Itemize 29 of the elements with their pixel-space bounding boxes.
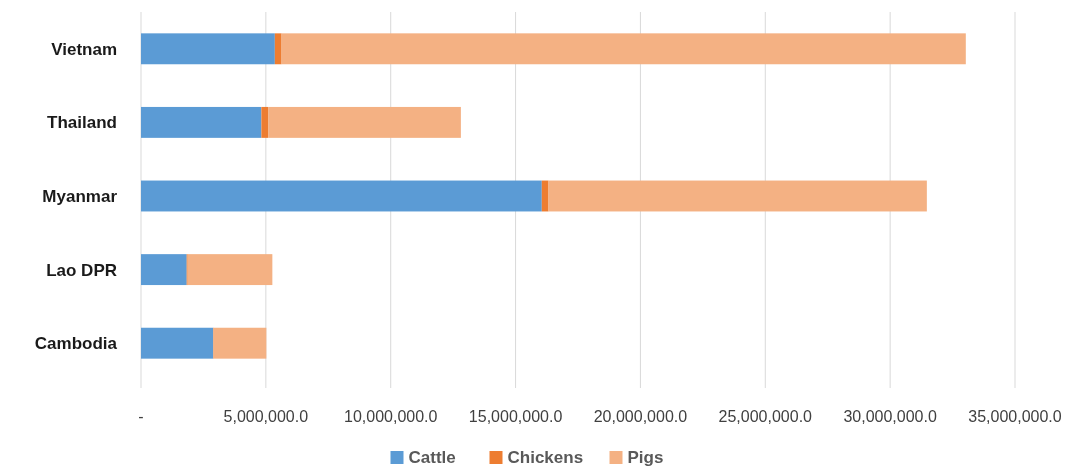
x-tick-label: - xyxy=(138,408,144,425)
bar xyxy=(187,254,273,286)
bar xyxy=(261,106,269,138)
legend-label: Chickens xyxy=(507,448,584,467)
bar xyxy=(141,180,542,212)
bar xyxy=(141,327,214,359)
x-tick-label: 30,000,000.0 xyxy=(843,408,937,425)
bar xyxy=(541,180,549,212)
y-tick-label: Vietnam xyxy=(51,39,117,59)
x-tick-label: 10,000,000.0 xyxy=(344,408,438,425)
x-tick-label: 5,000,000.0 xyxy=(223,408,309,425)
bar xyxy=(281,33,966,65)
x-tick-label: 20,000,000.0 xyxy=(593,408,688,425)
bar xyxy=(268,106,461,138)
y-tick-label: Thailand xyxy=(47,113,117,133)
legend-label: Cattle xyxy=(408,448,456,467)
bar xyxy=(141,254,187,286)
bar xyxy=(141,106,262,138)
y-tick-label: Cambodia xyxy=(34,334,118,354)
bar xyxy=(213,327,267,359)
x-tick-label: 15,000,000.0 xyxy=(468,408,563,425)
bar xyxy=(274,33,282,65)
y-tick-label: Myanmar xyxy=(42,186,118,206)
bar xyxy=(548,180,927,212)
legend-label: Pigs xyxy=(627,448,664,467)
x-tick-label: 35,000,000.0 xyxy=(968,408,1062,425)
y-tick-label: Lao DPR xyxy=(46,260,117,280)
x-tick-label: 25,000,000.0 xyxy=(718,408,813,425)
bar xyxy=(141,33,275,65)
